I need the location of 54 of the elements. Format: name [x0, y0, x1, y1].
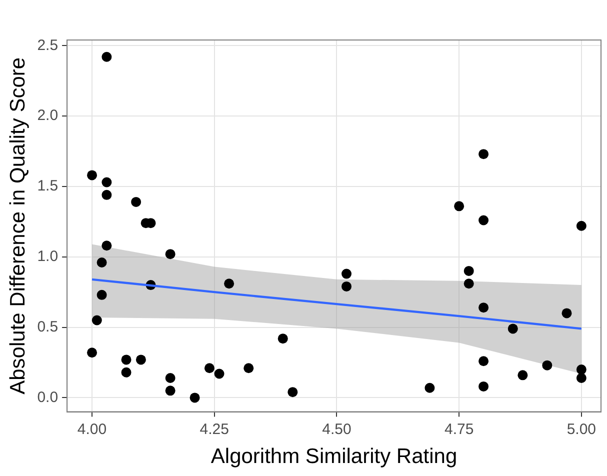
- point: [102, 52, 112, 62]
- point: [224, 278, 234, 289]
- point: [87, 170, 98, 180]
- point: [576, 364, 586, 375]
- point: [508, 324, 518, 334]
- point: [342, 281, 352, 292]
- point: [562, 308, 572, 318]
- x-tick-label: 4.75: [444, 420, 474, 438]
- x-tick-label: 4.50: [322, 420, 352, 438]
- point: [102, 177, 112, 188]
- point: [342, 268, 352, 279]
- point: [121, 367, 132, 378]
- point: [576, 220, 586, 231]
- point: [136, 354, 146, 365]
- point: [92, 315, 102, 326]
- point: [478, 302, 489, 313]
- point: [244, 363, 254, 374]
- y-axis-title: Absolute Difference in Quality Score: [6, 57, 30, 394]
- y-tick-label: 0.0: [37, 388, 58, 406]
- point: [87, 348, 98, 358]
- point: [165, 373, 176, 383]
- point: [478, 215, 489, 226]
- point: [542, 360, 552, 370]
- point: [576, 373, 586, 383]
- point: [464, 266, 474, 276]
- point: [464, 278, 474, 289]
- point: [204, 363, 214, 374]
- point: [478, 356, 489, 366]
- y-tick-label: 0.5: [37, 318, 58, 336]
- point: [165, 249, 176, 260]
- x-tick-label: 4.25: [200, 420, 229, 438]
- point: [478, 381, 489, 392]
- point: [214, 368, 224, 379]
- point: [96, 290, 107, 300]
- point: [424, 382, 435, 393]
- point: [454, 201, 464, 212]
- y-tick-label: 2.0: [37, 107, 58, 124]
- point: [190, 392, 200, 403]
- point: [478, 149, 489, 160]
- x-tick-label: 5.00: [566, 420, 596, 438]
- point: [165, 386, 176, 396]
- point: [518, 370, 528, 380]
- point: [131, 196, 142, 207]
- y-tick-label: 1.0: [37, 248, 58, 266]
- x-axis-title: Algorithm Similarity Rating: [210, 445, 458, 468]
- point: [102, 240, 112, 251]
- point: [121, 354, 132, 365]
- point: [96, 258, 107, 268]
- y-tick-label: 2.5: [37, 36, 58, 54]
- y-tick-label: 1.5: [37, 178, 58, 195]
- x-tick-label: 4.00: [77, 420, 107, 438]
- point: [288, 387, 298, 398]
- point: [278, 334, 288, 344]
- point: [102, 190, 112, 200]
